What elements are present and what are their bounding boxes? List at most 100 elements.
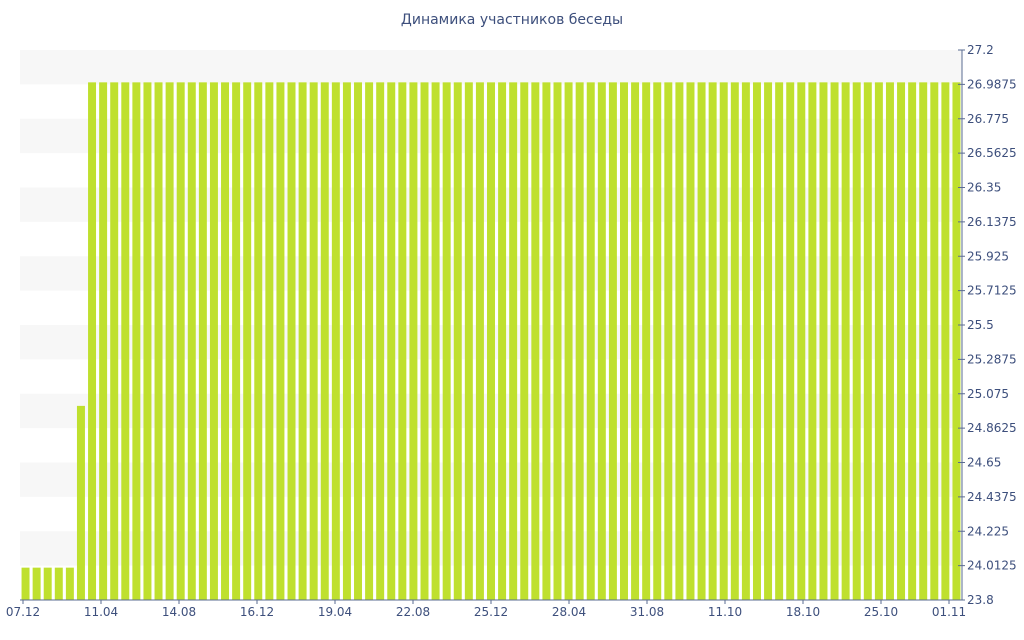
bar [686, 82, 695, 600]
x-tick-label: 18.10 [786, 605, 820, 619]
bar [298, 82, 307, 600]
x-axis-labels: 07.12 11.04 14.08 16.12 19.04 22.08 25.12 28.04… [6, 605, 966, 619]
y-tick-label: 24.0125 [967, 559, 1017, 573]
bar [365, 82, 374, 600]
y-tick-label: 24.4375 [967, 490, 1017, 504]
bar [187, 82, 196, 600]
bar [232, 82, 241, 600]
bar [132, 82, 141, 600]
bar [764, 82, 773, 600]
bar [708, 82, 717, 600]
y-tick-label: 25.2875 [967, 352, 1017, 366]
bar [198, 82, 207, 600]
x-tick-label: 19.04 [318, 605, 352, 619]
bar [54, 567, 63, 600]
bar [110, 82, 119, 600]
bar [254, 82, 263, 600]
bars-group [21, 82, 961, 600]
bar [453, 82, 462, 600]
bar [354, 82, 363, 600]
x-tick-label: 01.11 [932, 605, 966, 619]
bar [930, 82, 939, 600]
bar [941, 82, 950, 600]
bar [498, 82, 507, 600]
bar [608, 82, 617, 600]
bar [819, 82, 828, 600]
bar [520, 82, 529, 600]
bar [76, 405, 85, 600]
y-tick-label: 26.35 [967, 181, 1001, 195]
bar [697, 82, 706, 600]
x-tick-label: 31.08 [630, 605, 664, 619]
bar [376, 82, 385, 600]
bar [874, 82, 883, 600]
bar [752, 82, 761, 600]
bar [919, 82, 928, 600]
bar [320, 82, 329, 600]
bar [487, 82, 495, 600]
y-tick-label: 25.075 [967, 387, 1009, 401]
x-tick-label: 25.10 [864, 605, 898, 619]
bar [387, 82, 396, 600]
bar [863, 82, 872, 600]
bar [121, 82, 130, 600]
y-tick-label: 25.7125 [967, 284, 1017, 298]
x-tick-label: 11.10 [708, 605, 742, 619]
bar [143, 82, 152, 600]
bar [897, 82, 906, 600]
bar [664, 82, 673, 600]
bar [542, 82, 551, 600]
bar [586, 82, 595, 600]
bar [221, 82, 230, 600]
bar [675, 82, 684, 600]
bar [908, 82, 917, 600]
y-tick-label: 24.8625 [967, 421, 1017, 435]
bar [398, 82, 407, 600]
x-tick-label: 07.12 [6, 605, 40, 619]
bar [209, 82, 218, 600]
bar [243, 82, 252, 600]
y-tick-label: 23.8 [967, 593, 994, 607]
bar [885, 82, 894, 600]
x-tick-label: 25.12 [474, 605, 508, 619]
y-tick-label: 25.5 [967, 318, 994, 332]
bar [287, 82, 296, 600]
bar [619, 82, 628, 600]
x-tick-label: 16.12 [240, 605, 274, 619]
bar [775, 82, 784, 600]
bar [841, 82, 850, 600]
bar [88, 82, 97, 600]
bar [309, 82, 318, 600]
bar [65, 567, 74, 600]
bar [531, 82, 540, 600]
bar [409, 82, 418, 600]
y-tick-label: 24.225 [967, 524, 1009, 538]
bar [43, 567, 52, 600]
bar [276, 82, 285, 600]
bar [575, 82, 584, 600]
bar [21, 567, 30, 600]
y-axis-labels: 27.2 26.9875 26.775 26.5625 26.35 26.1375 25.9… [967, 43, 1017, 607]
bar [176, 82, 185, 600]
bar [797, 82, 806, 600]
bar [852, 82, 861, 600]
x-tick-label: 28.04 [552, 605, 586, 619]
bar [553, 82, 562, 600]
grid-band [20, 50, 962, 85]
bar [99, 82, 108, 600]
bar [786, 82, 795, 600]
bar [597, 82, 606, 600]
bar [32, 567, 41, 600]
x-tick-label: 11.04 [84, 605, 118, 619]
y-tick-label: 25.925 [967, 249, 1009, 263]
y-tick-label: 24.65 [967, 456, 1001, 470]
bar [830, 82, 839, 600]
bar [719, 82, 728, 600]
y-tick-label: 26.9875 [967, 77, 1017, 91]
bar [331, 82, 340, 600]
bar [952, 82, 961, 600]
x-tick-label: 22.08 [396, 605, 430, 619]
bar [631, 82, 640, 600]
bar [165, 82, 174, 600]
bar [808, 82, 817, 600]
